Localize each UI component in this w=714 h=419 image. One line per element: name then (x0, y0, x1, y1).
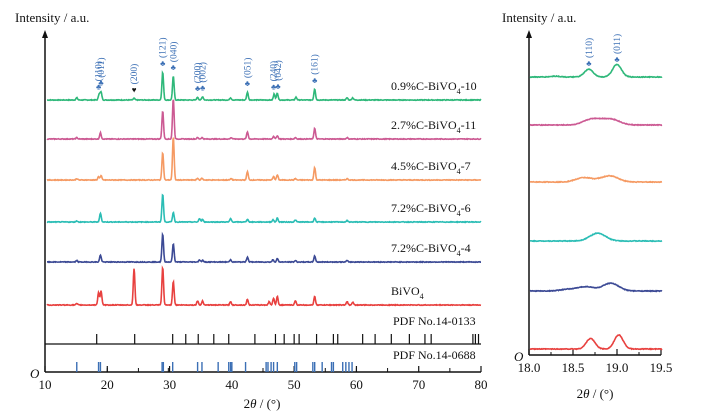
left-series-label-0: 0.9%C-BiVO4-10 (391, 79, 477, 96)
club-marker-icon: ♣ (586, 59, 592, 68)
left-panel: Intensity / a.u. O 10 20 30 40 50 60 70 80 2θ /… (15, 10, 488, 411)
left-series-line-4 (47, 231, 482, 264)
left-series-group (46, 69, 482, 307)
left-x-tick-label: 50 (288, 377, 301, 392)
right-x-tick-label: 19.5 (650, 360, 673, 375)
hkl-label: (200) (129, 64, 140, 85)
left-y-axis-arrow-icon (42, 30, 48, 38)
club-marker-icon: ♣ (98, 79, 104, 88)
hkl-label: (042) (273, 60, 284, 81)
right-series-line-1 (529, 116, 663, 127)
left-series-label-3: 7.2%C-BiVO4-6 (391, 201, 471, 218)
right-series-line-3 (529, 232, 663, 243)
left-series-line-1 (46, 99, 482, 141)
club-marker-icon: ♣ (245, 79, 251, 88)
left-series-label-1: 2.7%C-BiVO4-11 (391, 118, 476, 135)
right-x-tick-label: 18.0 (518, 360, 541, 375)
hkl-label: (240) (269, 61, 280, 82)
hkl-label: (011) (96, 57, 107, 77)
club-marker-icon: ♣ (171, 63, 177, 72)
hkl-label: (110) (94, 61, 105, 81)
left-x-tick-label: 20 (101, 377, 114, 392)
hkl-label: (110) (584, 38, 595, 58)
left-series-label-2: 4.5%C-BiVO4-7 (391, 159, 471, 176)
left-x-tick-label: 10 (39, 377, 52, 392)
left-x-tick-label: 70 (412, 377, 425, 392)
left-series-line-2 (46, 137, 482, 182)
hkl-label: (051) (242, 58, 253, 79)
hkl-label: (011) (612, 34, 623, 54)
left-series-label-4: 7.2%C-BiVO4-4 (391, 241, 471, 258)
right-y-axis-arrow-icon (526, 30, 532, 38)
left-annotations: ♣(110)♣(011)♥(200)♣(121)♣(040)♣(200)♣(00… (94, 37, 321, 94)
club-marker-icon: ♣ (200, 84, 206, 93)
club-marker-icon: ♣ (195, 84, 201, 93)
left-series-line-5 (46, 265, 482, 307)
right-panel: Intensity / a.u. O 18.0 18.5 19.0 19.5 2θ /… (502, 10, 672, 401)
left-x-ticks: 10 20 30 40 50 60 70 80 (39, 366, 488, 392)
right-series-line-4 (529, 282, 663, 293)
hkl-label: (161) (310, 54, 321, 75)
left-y-axis-label: Intensity / a.u. (15, 10, 89, 25)
club-marker-icon: ♣ (160, 59, 166, 68)
right-y-axis-label: Intensity / a.u. (502, 10, 576, 25)
left-x-tick-label: 40 (225, 377, 238, 392)
right-x-tick-label: 19.0 (606, 360, 629, 375)
ref-label-0: PDF No.14-0133 (393, 314, 476, 328)
left-x-axis-label: 2θ / (°) (244, 396, 281, 411)
right-annotations: ♣(110)♣(011) (584, 34, 623, 68)
left-series-labels: 0.9%C-BiVO4-10 2.7%C-BiVO4-11 4.5%C-BiVO4-… (391, 79, 477, 301)
left-series-label-5: BiVO4 (391, 284, 424, 301)
hkl-label: (040) (168, 42, 179, 63)
left-x-tick-label: 80 (475, 377, 488, 392)
left-series-line-0 (47, 69, 482, 102)
left-reference-patterns: PDF No.14-0133 PDF No.14-0688 (76, 314, 480, 372)
right-origin-label: O (514, 349, 524, 364)
right-x-ticks: 18.0 18.5 19.0 19.5 (518, 349, 673, 375)
right-x-axis-label: 2θ / (°) (577, 386, 614, 401)
right-series-line-0 (529, 63, 663, 79)
heart-marker-icon: ♥ (132, 85, 137, 94)
right-series-line-2 (529, 174, 663, 184)
left-x-tick-label: 30 (163, 377, 176, 392)
right-x-tick-label: 18.5 (562, 360, 585, 375)
hkl-label: (200) (193, 63, 204, 84)
club-marker-icon: ♣ (275, 82, 281, 91)
club-marker-icon: ♣ (96, 82, 102, 91)
ref-label-1: PDF No.14-0688 (393, 348, 476, 362)
left-series-line-3 (46, 193, 482, 224)
left-origin-label: O (30, 366, 40, 381)
club-marker-icon: ♣ (312, 76, 318, 85)
hkl-label: (121) (158, 37, 169, 58)
hkl-label: (002) (198, 62, 209, 83)
right-series-line-5 (529, 333, 663, 351)
right-series-group (529, 63, 663, 351)
left-x-tick-label: 60 (350, 377, 363, 392)
club-marker-icon: ♣ (271, 82, 277, 91)
club-marker-icon: ♣ (614, 55, 620, 64)
